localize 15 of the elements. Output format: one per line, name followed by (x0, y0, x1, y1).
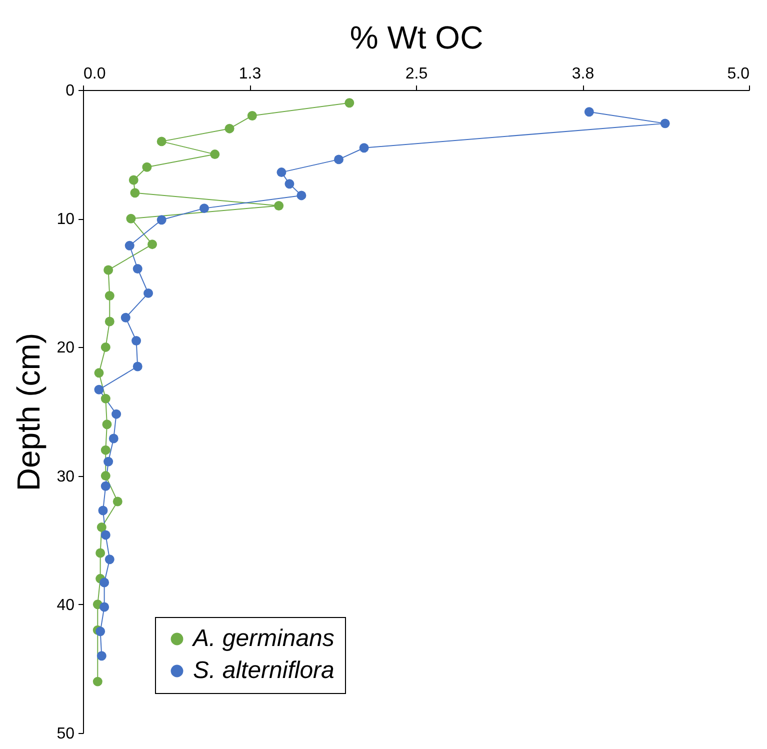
x-tick-label: 0.0 (84, 66, 106, 82)
x-tick-label: 2.5 (405, 66, 428, 82)
y-tick-label: 40 (56, 596, 75, 614)
y-tick-label: 30 (56, 468, 75, 486)
x-tick-label: 1.3 (238, 66, 262, 82)
legend-label: S. alterniflora (193, 657, 334, 684)
y-tick-label: 50 (56, 726, 75, 742)
x-axis-title: % Wt OC (350, 20, 484, 56)
legend-label: A. germinans (191, 625, 334, 652)
y-tick-label: 20 (56, 340, 75, 357)
y-tick-label: 0 (66, 82, 75, 100)
x-tick-label: 5.0 (727, 66, 750, 82)
y-axis-title: Depth (cm) (10, 332, 47, 492)
y-tick-label: 10 (56, 211, 75, 228)
x-tick-label: 3.8 (572, 66, 594, 82)
